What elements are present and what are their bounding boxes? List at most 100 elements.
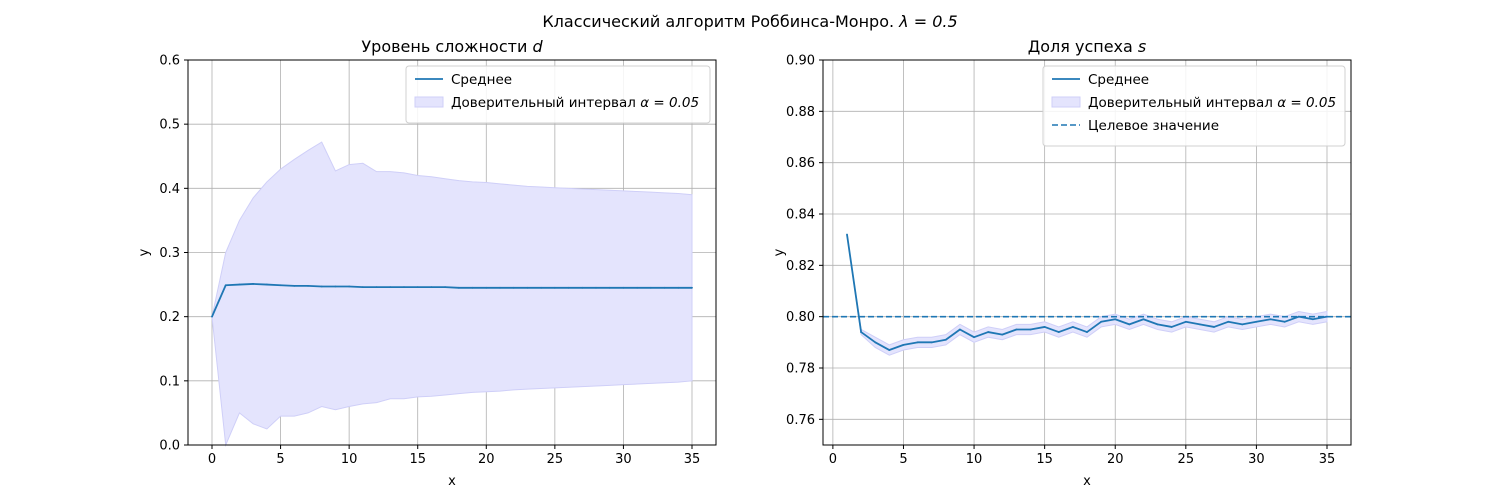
y-tick-label: 0.0 [159, 439, 180, 454]
mean-point [1227, 320, 1230, 323]
mean-point [581, 286, 584, 289]
mean-point [457, 286, 460, 289]
x-tick-label: 10 [341, 452, 358, 467]
mean-point [320, 285, 323, 288]
legend-label: Доверительный интервал α = 0.05 [1088, 95, 1336, 111]
legend-label-text: Среднее [451, 72, 512, 88]
mean-point [1255, 320, 1258, 323]
y-axis-label: y [137, 248, 152, 256]
mean-point [1170, 326, 1173, 328]
mean-point [636, 286, 639, 289]
y-tick-label: 0.3 [159, 246, 180, 261]
legend-label-text: Среднее [1088, 72, 1149, 88]
confidence-band [846, 234, 1328, 356]
x-tick-label: 25 [1178, 452, 1195, 467]
y-tick-label: 0.90 [786, 54, 815, 69]
mean-point [1128, 323, 1131, 326]
x-tick-label: 5 [899, 452, 907, 467]
mean-point [916, 341, 919, 344]
legend-label-text: Доверительный интервал [1088, 95, 1277, 111]
legend-box [1042, 65, 1346, 147]
mean-point [499, 286, 501, 289]
x-tick-label: 15 [1036, 452, 1053, 467]
legend: Среднее Доверительный интервал α = 0.05 Це… [1042, 65, 1346, 147]
mean-point [444, 286, 447, 289]
legend-label: Доверительный интервал α = 0.05 [451, 95, 699, 111]
y-tick-label: 0.5 [159, 118, 180, 133]
x-tick-label: 30 [615, 452, 632, 467]
mean-point [403, 286, 405, 289]
y-axis-label: y [772, 248, 787, 256]
x-tick-label: 5 [276, 452, 284, 467]
x-axis-label: x [1083, 474, 1091, 489]
mean-point [293, 284, 296, 287]
x-tick-label: 25 [547, 452, 564, 467]
legend-label-math: α = 0.05 [1277, 95, 1336, 111]
y-tick-label: 0.76 [786, 413, 815, 428]
chart-title-variable: s [1138, 37, 1146, 56]
y-tick-label: 0.78 [786, 362, 815, 377]
legend-label-text: Доверительный интервал [451, 95, 640, 111]
mean-point [608, 286, 611, 289]
y-tick-label: 0.6 [159, 54, 180, 69]
x-tick-label: 15 [409, 452, 426, 467]
mean-point [930, 341, 933, 344]
mean-point [1015, 328, 1018, 331]
mean-point [1269, 318, 1272, 321]
suptitle-text: Классический алгоритм Роббинса-Монро. [542, 12, 899, 31]
mean-point [1029, 328, 1032, 331]
mean-point [307, 284, 309, 287]
mean-point [1001, 333, 1004, 336]
mean-point [1043, 326, 1046, 328]
mean-point [238, 283, 241, 286]
mean-point [1057, 331, 1060, 333]
y-tick-label: 0.4 [159, 182, 180, 197]
mean-point [1297, 315, 1300, 318]
chart-title-text: Доля успеха [1028, 37, 1138, 56]
y-tick-label: 0.1 [159, 374, 180, 389]
y-tick-label: 0.82 [786, 259, 815, 274]
chart-success-rate: 0 5 10 15 20 25 30 35 0.76 0.78 0.80 0.82 0.84 0.86 0.… [772, 37, 1352, 489]
y-tick-label: 0.2 [159, 310, 180, 325]
mean-point [649, 286, 652, 289]
mean-point [1114, 318, 1117, 321]
mean-point [860, 331, 863, 333]
chart-title-variable: d [532, 37, 543, 56]
mean-point [874, 341, 877, 344]
mean-point [1311, 318, 1314, 321]
axes-frame [822, 59, 1352, 446]
mean-point [389, 286, 392, 289]
mean-point [265, 283, 268, 286]
chart-title-text: Уровень сложности [361, 37, 532, 56]
x-tick-label: 10 [966, 452, 983, 467]
mean-point [211, 315, 213, 318]
mean-point [375, 286, 378, 289]
suptitle-lambda: λ = 0.5 [898, 12, 958, 31]
mean-point [1142, 318, 1145, 321]
mean-point [944, 338, 947, 341]
mean-point [526, 286, 529, 289]
mean-point [959, 328, 961, 331]
legend-band-swatch [1051, 96, 1081, 108]
mean-point [1071, 326, 1074, 328]
mean-line [211, 283, 692, 318]
mean-point [622, 286, 625, 289]
x-tick-label: 20 [478, 452, 495, 467]
mean-point [485, 286, 488, 289]
mean-point [224, 284, 227, 287]
mean-point [902, 344, 905, 346]
x-axis-label: x [448, 474, 456, 489]
y-tick-label: 0.84 [786, 208, 815, 223]
mean-point [691, 286, 693, 289]
x-tick-label: 0 [208, 452, 216, 467]
legend-label: Целевое значение [1088, 118, 1219, 134]
mean-point [512, 286, 515, 289]
mean-point [252, 283, 255, 285]
x-tick-label: 20 [1107, 452, 1124, 467]
legend-label: Среднее [451, 72, 512, 88]
y-tick-label: 0.88 [786, 105, 815, 120]
mean-point [1241, 323, 1244, 326]
mean-point [1283, 320, 1286, 323]
mean-point [973, 336, 975, 339]
mean-point [1100, 320, 1103, 323]
